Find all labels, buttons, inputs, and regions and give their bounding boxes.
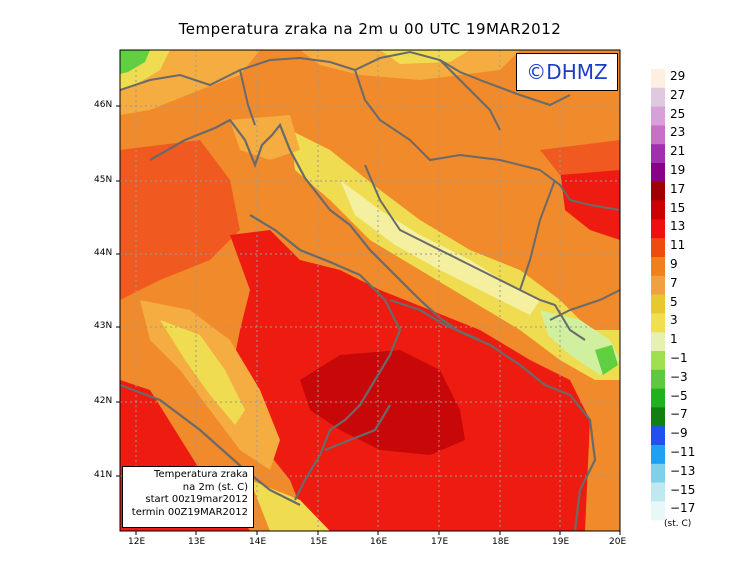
lon-label-15e: 15E	[310, 537, 328, 547]
lon-label-12e: 12E	[128, 537, 146, 547]
legend-swatch	[651, 463, 665, 483]
legend-label: 5	[670, 294, 678, 309]
borders	[120, 50, 620, 341]
legend-swatch	[651, 351, 665, 371]
lon-label-13e: 13E	[188, 537, 206, 547]
legend-label: 17	[670, 181, 686, 196]
legend-swatch	[651, 238, 665, 258]
legend-label: 25	[670, 106, 686, 121]
legend-label: 27	[670, 87, 686, 102]
legend-label: 19	[670, 163, 686, 177]
legend-label: −1	[670, 351, 688, 365]
legend-label: 9	[670, 257, 678, 271]
lon-label-20e: 20E	[609, 537, 627, 547]
info-box: Temperatura zraka na 2m (st. C) start 00…	[122, 466, 254, 528]
info-line-1: Temperatura zraka	[154, 469, 248, 480]
lon-label-18e: 18E	[492, 537, 510, 547]
legend-swatch	[651, 407, 665, 427]
lat-label-46n: 46N	[94, 100, 113, 110]
legend-swatch	[651, 313, 665, 333]
legend-swatch	[651, 200, 665, 220]
legend-units: (st. C)	[664, 519, 692, 529]
legend-swatch	[651, 445, 665, 465]
legend-swatch	[651, 426, 665, 446]
east-warm-zone	[560, 165, 620, 240]
lon-label-17e: 17E	[431, 537, 449, 547]
lat-label-42n: 42N	[94, 396, 113, 406]
legend-swatch	[651, 87, 665, 107]
legend-label: −3	[670, 369, 688, 384]
legend-swatch	[651, 501, 665, 521]
legend-swatch	[651, 369, 665, 389]
info-line-2: na 2m (st. C)	[182, 481, 248, 493]
legend-label: 1	[670, 332, 678, 347]
legend-swatch	[651, 181, 665, 201]
legend-swatch	[651, 294, 665, 314]
legend-label: −11	[670, 445, 696, 459]
legend-label: −7	[670, 407, 688, 422]
lon-label-19e: 19E	[552, 537, 570, 547]
legend-label: 13	[670, 219, 686, 234]
lat-label-43n: 43N	[94, 321, 113, 331]
lat-label-41n: 41N	[94, 470, 113, 480]
legend-swatch	[651, 144, 665, 164]
legend-swatch	[651, 163, 665, 183]
legend-label: 3	[670, 313, 678, 328]
legend-swatch	[651, 219, 665, 239]
legend-swatch	[651, 275, 665, 295]
apennine-yellow-zone	[160, 320, 245, 425]
temperature-field	[120, 50, 620, 531]
lon-label-16e: 16E	[370, 537, 388, 547]
legend-label: 15	[670, 200, 686, 215]
legend-label: −5	[670, 388, 688, 403]
legend-swatch	[651, 482, 665, 502]
legend-swatch	[651, 125, 665, 145]
alps-green-zone	[120, 50, 150, 74]
lon-label-14e: 14E	[249, 537, 267, 547]
legend-swatch	[651, 69, 665, 89]
legend-swatch	[651, 332, 665, 352]
legend-swatch	[651, 106, 665, 126]
dinaric-pale-band	[340, 180, 540, 315]
map-frame	[119, 49, 621, 532]
info-line-3: start 00z19mar2012	[145, 494, 248, 505]
dhmz-logo: ©DHMZ	[516, 53, 618, 91]
graticule	[120, 50, 620, 531]
axis-ticks	[116, 105, 621, 535]
south-yellow-zone	[250, 480, 330, 531]
legend-label: 29	[670, 69, 686, 83]
legend-label: 23	[670, 125, 686, 140]
legend-label: −17	[670, 501, 696, 516]
lat-label-44n: 44N	[94, 248, 113, 258]
legend-swatch	[651, 388, 665, 408]
montenegro-green-zone	[595, 345, 618, 375]
legend-color-bar	[651, 69, 665, 521]
legend-label: −13	[670, 463, 696, 478]
legend-label: −15	[670, 482, 696, 497]
info-line-4: termin 00Z19MAR2012	[131, 506, 248, 518]
adriatic-warmest-zone	[300, 350, 465, 455]
legend-label: 21	[670, 144, 686, 159]
lat-label-45n: 45N	[94, 175, 113, 185]
italy-warm-zone	[120, 140, 240, 300]
legend-swatch	[651, 257, 665, 277]
map-title: Temperatura zraka na 2m u 00 UTC 19MAR20…	[178, 20, 562, 38]
legend-label: −9	[670, 426, 688, 441]
legend-label: 7	[670, 275, 678, 290]
coastlines	[120, 118, 597, 531]
legend-label: 11	[670, 238, 686, 253]
